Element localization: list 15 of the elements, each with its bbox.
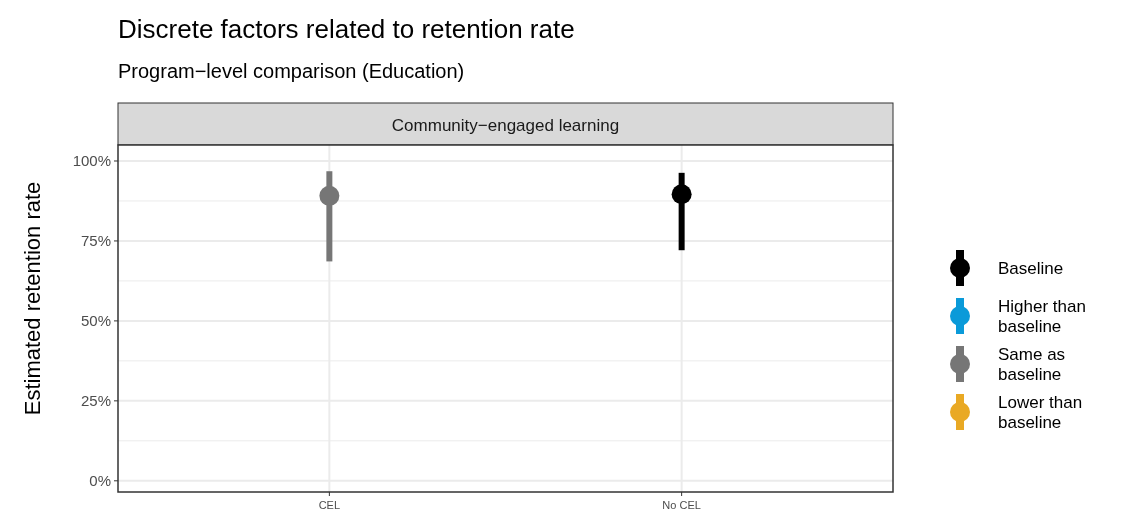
legend-label: Baseline — [998, 258, 1064, 278]
legend-label: Higher than baseline — [998, 296, 1086, 336]
y-tick-label: 25% — [80, 392, 111, 410]
legend-label: Lower than baseline — [998, 392, 1083, 432]
y-axis-title: Estimated retention rate — [20, 181, 45, 416]
y-tick-label: 50% — [80, 312, 111, 330]
x-tick-label: No CEL — [662, 499, 701, 511]
y-tick-label: 75% — [80, 232, 111, 250]
y-tick-label: 0% — [89, 472, 111, 490]
x-tick-label: CEL — [318, 499, 341, 511]
legend-label: Same as baseline — [998, 344, 1066, 384]
chart-title: Discrete factors related to retention rate — [118, 14, 575, 44]
text: Community−engaged learning — [391, 116, 620, 135]
y-tick-label: 100% — [72, 152, 111, 170]
chart-subtitle: Program−level comparison (Education) — [118, 60, 465, 82]
